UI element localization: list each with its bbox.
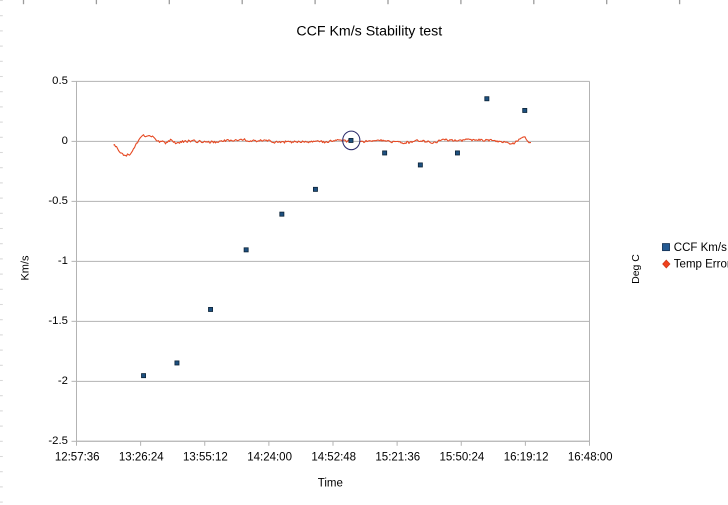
svg-text:-1.5: -1.5 bbox=[48, 315, 67, 327]
svg-text:CCF Km/s: CCF Km/s bbox=[674, 242, 727, 254]
svg-text:12:57:36: 12:57:36 bbox=[55, 451, 100, 463]
svg-text:0: 0 bbox=[62, 135, 68, 147]
svg-text:13:55:12: 13:55:12 bbox=[183, 451, 228, 463]
svg-text:-2: -2 bbox=[58, 375, 68, 387]
svg-text:-1: -1 bbox=[58, 255, 68, 267]
svg-text:-2.5: -2.5 bbox=[48, 435, 67, 447]
svg-text:0.5: 0.5 bbox=[52, 75, 68, 87]
svg-text:13:26:24: 13:26:24 bbox=[119, 451, 164, 463]
svg-text:Temp Error: Temp Error bbox=[674, 259, 728, 271]
svg-text:Km/s: Km/s bbox=[20, 255, 32, 281]
svg-text:15:50:24: 15:50:24 bbox=[440, 451, 485, 463]
svg-text:Time: Time bbox=[318, 477, 343, 489]
svg-text:15:21:36: 15:21:36 bbox=[375, 451, 420, 463]
svg-text:CCF Km/s Stability test: CCF Km/s Stability test bbox=[296, 23, 442, 39]
svg-text:14:52:48: 14:52:48 bbox=[311, 451, 356, 463]
svg-text:16:19:12: 16:19:12 bbox=[504, 451, 549, 463]
svg-text:14:24:00: 14:24:00 bbox=[247, 451, 292, 463]
svg-text:16:48:00: 16:48:00 bbox=[568, 451, 613, 463]
svg-text:Deg C: Deg C bbox=[630, 254, 642, 284]
svg-text:-0.5: -0.5 bbox=[48, 195, 67, 207]
